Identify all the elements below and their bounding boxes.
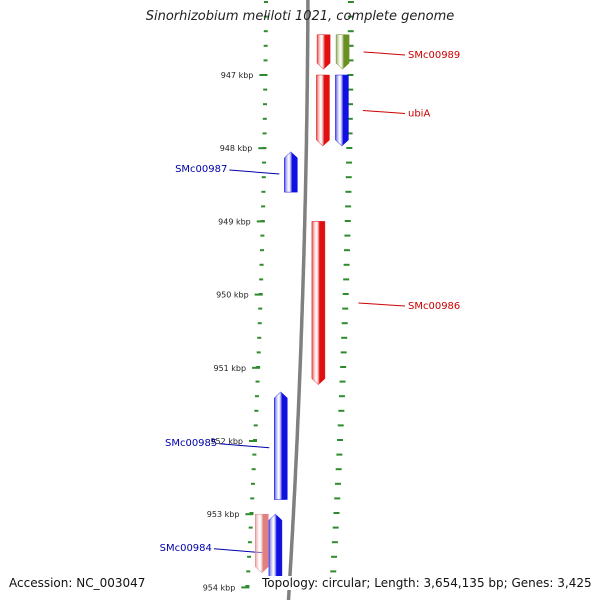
tick-label: 954 kbp (203, 583, 236, 592)
tick-label: 950 kbp (216, 291, 249, 300)
gene-feature-1 (335, 34, 350, 70)
gene-smc00986 (311, 221, 326, 385)
gene-label: SMc00987 (175, 164, 227, 175)
accession-label: Accession: NC_003047 (7, 576, 148, 590)
gene-label: SMc00985 (165, 438, 217, 449)
gene-label-leader (363, 51, 406, 56)
gene-smc00987 (284, 151, 298, 193)
tick-label: 949 kbp (218, 217, 251, 226)
gene-label-leader (219, 443, 270, 449)
gene-ubia (316, 74, 330, 147)
gene-label: SMc00989 (408, 50, 460, 61)
gene-label-leader (362, 110, 406, 115)
tick-label: 952 kbp (210, 437, 243, 446)
tick-label: 948 kbp (220, 144, 253, 153)
gene-feature-8 (255, 513, 269, 574)
tick-label: 947 kbp (221, 71, 254, 80)
genome-title: Sinorhizobium meliloti 1021, complete ge… (145, 9, 455, 24)
gene-feature-3 (335, 74, 349, 147)
gene-label-leader (358, 302, 406, 307)
gene-label: SMc00986 (408, 301, 460, 312)
gene-smc00989 (316, 34, 331, 70)
gene-label: ubiA (408, 109, 430, 120)
topology-label: Topology: circular; Length: 3,654,135 bp… (260, 576, 594, 590)
gene-label: SMc00984 (160, 543, 212, 554)
tick-label: 953 kbp (207, 510, 240, 519)
gene-smc00985 (274, 391, 288, 500)
tick-label: 951 kbp (213, 364, 246, 373)
gene-label-leader (229, 169, 280, 175)
sequence-backbone (286, 0, 310, 604)
